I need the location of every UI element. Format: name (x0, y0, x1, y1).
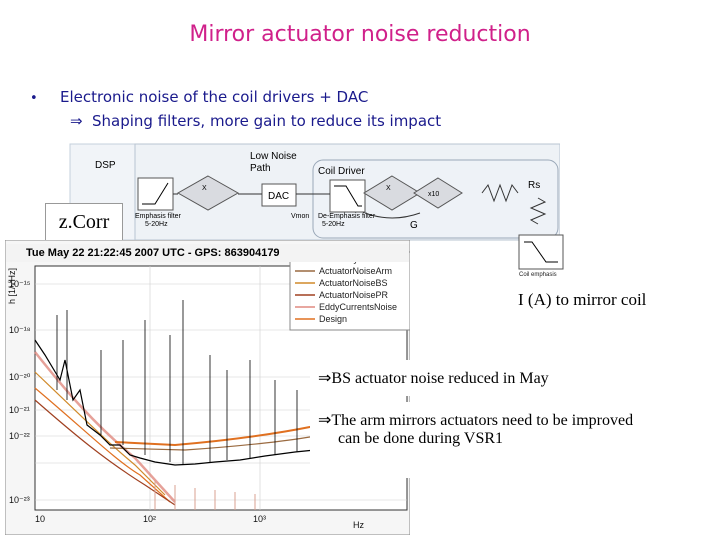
path-label: Path (250, 163, 271, 174)
note-bs-noise: ⇒BS actuator noise reduced in May (310, 360, 610, 396)
y-tick-3: 10⁻²¹ (9, 405, 30, 415)
y-tick-4: 10⁻²² (9, 431, 30, 441)
legend-entry: ActuatorNoiseArm (319, 266, 392, 276)
plot-xlabel: Hz (353, 520, 364, 530)
note-2-line-2: can be done during VSR1 (338, 430, 504, 447)
emphasis-filter-label: Emphasis filter (135, 213, 182, 220)
legend-entry: ActuatorNoisePR (319, 290, 389, 300)
note-1-text: BS actuator noise reduced in May (331, 370, 549, 387)
gain-10-label: x10 (428, 191, 439, 198)
gain-x-label: X (202, 185, 207, 192)
coil-emphasis-label: Coil emphasis (519, 272, 557, 278)
deemphasis-label: De-Emphasis filter (318, 213, 376, 220)
legend-entry: Design (319, 314, 347, 324)
bullet-dot: • (30, 91, 38, 106)
dac-label: DAC (268, 191, 289, 202)
x-tick-10: 10 (35, 514, 45, 524)
legend-entry: ActuatorNoiseBS (319, 278, 388, 288)
g-label: G (410, 220, 418, 231)
deemphasis-freq-label: 5-20Hz (322, 221, 345, 228)
implies-arrow-1: ⇒ (318, 370, 332, 387)
vmon-label: Vmon (291, 213, 309, 220)
coil-driver-block-diagram: DSP Low Noise Path Coil Driver Emphasis … (69, 143, 560, 241)
emphasis-freq-label: 5-20Hz (145, 221, 168, 228)
plot-header: Tue May 22 21:22:45 2007 UTC - GPS: 8639… (6, 244, 409, 262)
slide-title: Mirror actuator noise reduction (189, 22, 531, 47)
coil-emphasis-filter: Coil emphasis (518, 234, 564, 278)
bullet-text-1: Electronic noise of the coil drivers + D… (60, 88, 369, 106)
zcorr-label: z.Corr (45, 203, 123, 241)
legend-entry: EddyCurrentsNoise (319, 302, 397, 312)
x-tick-100: 10² (143, 514, 156, 524)
gain-x2-label: X (386, 185, 391, 192)
implies-arrow: ⇒ (70, 112, 83, 130)
low-noise-label: Low Noise (250, 151, 297, 162)
y-tick-1: 10⁻¹⁸ (9, 325, 31, 335)
bullet-text-2: Shaping filters, more gain to reduce its… (92, 112, 442, 130)
rs-label: Rs (528, 180, 540, 191)
x-tick-1000: 10³ (253, 514, 266, 524)
note-2-line-1: The arm mirrors actuators need to be imp… (331, 412, 634, 429)
coil-driver-label: Coil Driver (318, 166, 365, 177)
plot-ylabel: h [1/√Hz] (7, 268, 17, 304)
note-arm-mirrors: ⇒The arm mirrors actuators need to be im… (310, 402, 700, 478)
coil-current-label: I (A) to mirror coil (518, 290, 647, 309)
y-tick-5: 10⁻²³ (9, 495, 30, 505)
dsp-label: DSP (95, 160, 116, 171)
implies-arrow-2: ⇒ (318, 412, 332, 429)
y-tick-0: 10⁻¹⁵ (9, 279, 31, 289)
y-tick-2: 10⁻²⁰ (9, 372, 31, 382)
